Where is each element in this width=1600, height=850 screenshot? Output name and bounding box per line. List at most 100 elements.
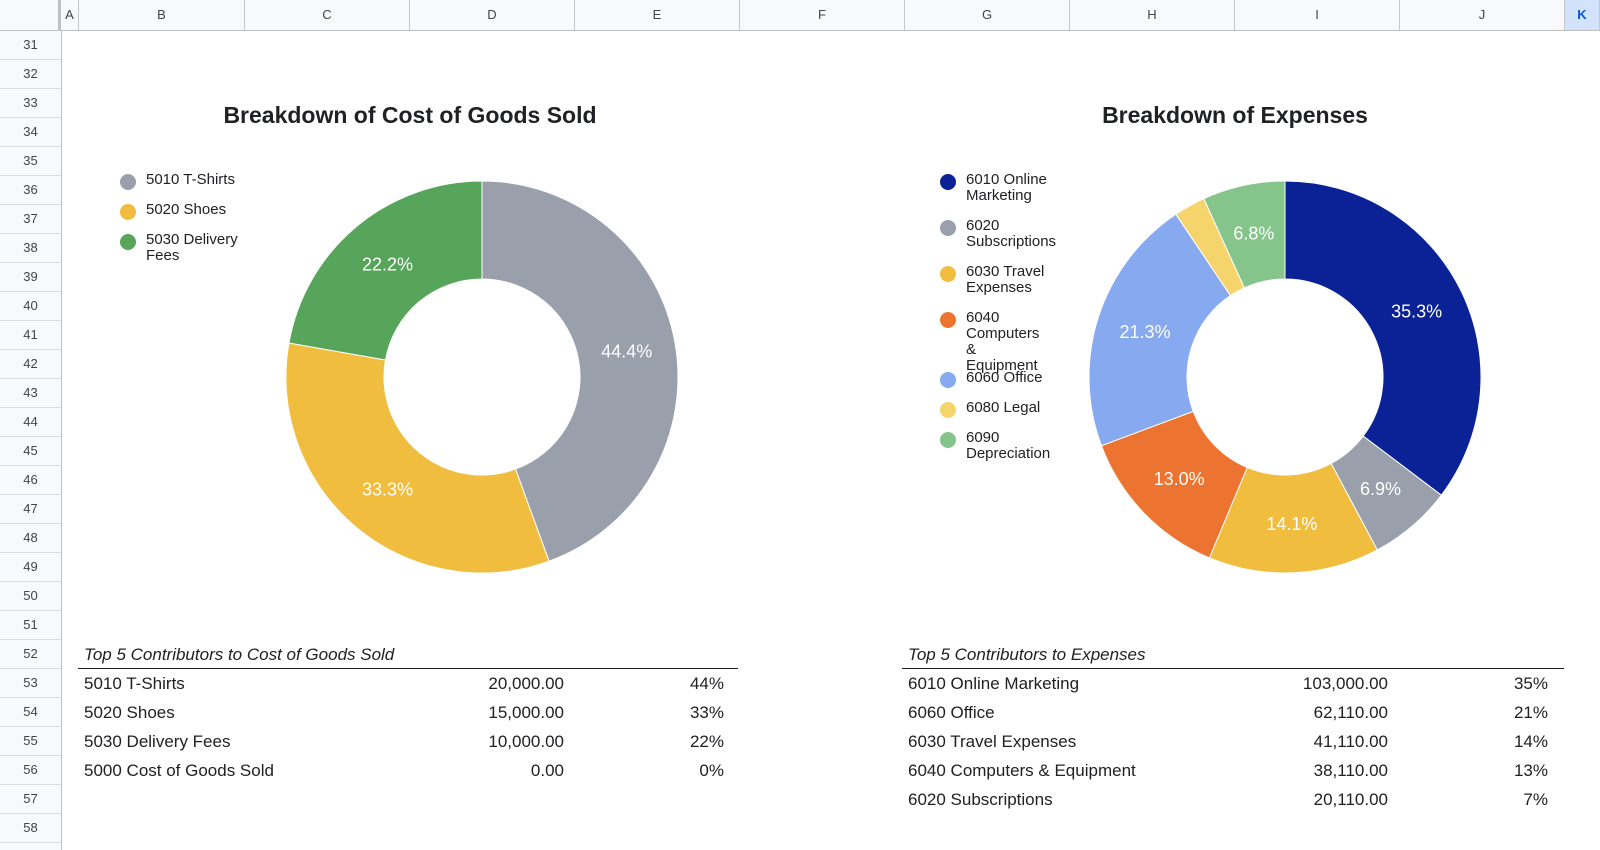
percent-cell[interactable]: 21% [1513,703,1548,722]
account-name-cell[interactable]: 6020 Subscriptions [908,790,1053,809]
legend-item[interactable]: 6090 Depreciation [940,430,1050,462]
percent-cell[interactable]: 22% [689,732,724,751]
legend-item[interactable]: 5010 T-Shirts [120,172,260,190]
row-header-34[interactable]: 34 [0,118,61,147]
cogs-donut-chart[interactable]: 44.4% 33.3% 22.2% [280,175,684,579]
legend-label: 5020 Shoes [146,201,227,218]
column-header-d[interactable]: D [410,0,575,30]
expenses-donut-chart[interactable]: 35.3% 6.9% 14.1% 13.0% 21.3% 6.8% [1083,175,1487,579]
amount-cell[interactable]: 103,000.00 [1302,674,1388,693]
account-name-cell[interactable]: 5030 Delivery Fees [84,732,231,751]
column-header-k[interactable]: K [1565,0,1600,30]
account-name-cell[interactable]: 5020 Shoes [84,703,175,722]
percent-cell[interactable]: 14% [1513,732,1548,751]
column-header-c[interactable]: C [245,0,410,30]
column-header-j[interactable]: J [1400,0,1565,30]
amount-cell[interactable]: 20,000.00 [488,674,564,693]
percent-cell[interactable]: 7% [1523,790,1548,809]
legend-item[interactable]: 6030 Travel Expenses [940,264,1050,296]
account-name-cell[interactable]: 6060 Office [908,703,995,722]
row-header-57[interactable]: 57 [0,785,61,814]
amount-cell[interactable]: 62,110.00 [1313,703,1388,722]
percent-cell[interactable]: 33% [689,703,724,722]
row-header-46[interactable]: 46 [0,466,61,495]
slice-data-label: 6.9% [1360,479,1401,499]
row-header-35[interactable]: 35 [0,147,61,176]
legend-item[interactable]: 5020 Shoes [120,202,260,220]
row-header-47[interactable]: 47 [0,495,61,524]
table-row[interactable]: 6060 Office 62,110.00 21% [908,699,1558,727]
table-row[interactable]: 5000 Cost of Goods Sold 0.00 0% [84,757,734,785]
account-name-cell[interactable]: 5000 Cost of Goods Sold [84,761,274,780]
percent-cell[interactable]: 44% [689,674,724,693]
legend-item[interactable]: 6010 Online Marketing [940,172,1050,204]
donut-slice[interactable] [481,180,679,562]
legend-item[interactable]: 6040 Computers & Equipment [940,310,1050,374]
donut-slice[interactable] [1088,213,1232,447]
legend-item[interactable]: 6080 Legal [940,400,1050,418]
percent-cell[interactable]: 13% [1513,761,1548,780]
row-header-48[interactable]: 48 [0,524,61,553]
row-header-42[interactable]: 42 [0,350,61,379]
table-row[interactable]: 6030 Travel Expenses 41,110.00 14% [908,728,1558,756]
row-header-33[interactable]: 33 [0,89,61,118]
column-header-f[interactable]: F [740,0,905,30]
cogs-chart-title[interactable]: Breakdown of Cost of Goods Sold [223,102,597,128]
row-header-31[interactable]: 31 [0,31,61,60]
donut-slice[interactable] [285,342,550,574]
row-header-45[interactable]: 45 [0,437,61,466]
row-header-58[interactable]: 58 [0,814,61,843]
row-header-50[interactable]: 50 [0,582,61,611]
account-name-cell[interactable]: 6010 Online Marketing [908,674,1080,693]
column-header-h[interactable]: H [1070,0,1235,30]
row-header-38[interactable]: 38 [0,234,61,263]
column-header-e[interactable]: E [575,0,740,30]
donut-slice[interactable] [1284,180,1482,496]
row-header-36[interactable]: 36 [0,176,61,205]
table-row[interactable]: 5010 T-Shirts 20,000.00 44% [84,670,734,698]
legend-item[interactable]: 6060 Office [940,370,1050,388]
amount-cell[interactable]: 41,110.00 [1313,732,1388,751]
row-header-51[interactable]: 51 [0,611,61,640]
expenses-table-caption[interactable]: Top 5 Contributors to Expenses [908,645,1146,664]
legend-item[interactable]: 6020 Subscriptions [940,218,1056,250]
column-header-b[interactable]: B [79,0,245,30]
table-row[interactable]: 5020 Shoes 15,000.00 33% [84,699,734,727]
row-header-41[interactable]: 41 [0,321,61,350]
donut-slice[interactable] [1203,180,1286,289]
amount-cell[interactable]: 38,110.00 [1313,761,1388,780]
row-header-49[interactable]: 49 [0,553,61,582]
amount-cell[interactable]: 15,000.00 [488,703,564,722]
account-name-cell[interactable]: 6040 Computers & Equipment [908,761,1136,780]
table-row[interactable]: 6040 Computers & Equipment 38,110.00 13% [908,757,1558,785]
donut-slice[interactable] [288,180,483,361]
table-row[interactable]: 6010 Online Marketing 103,000.00 35% [908,670,1558,698]
select-all-corner[interactable] [0,0,61,30]
account-name-cell[interactable]: 6030 Travel Expenses [908,732,1077,751]
row-header-53[interactable]: 53 [0,669,61,698]
account-name-cell[interactable]: 5010 T-Shirts [84,674,185,693]
column-header-i[interactable]: I [1235,0,1400,30]
row-header-55[interactable]: 55 [0,727,61,756]
percent-cell[interactable]: 0% [699,761,724,780]
column-header-a[interactable]: A [61,0,79,30]
row-header-52[interactable]: 52 [0,640,61,669]
cogs-table-caption[interactable]: Top 5 Contributors to Cost of Goods Sold [84,645,395,664]
row-header-54[interactable]: 54 [0,698,61,727]
amount-cell[interactable]: 10,000.00 [488,732,564,751]
expenses-chart-title[interactable]: Breakdown of Expenses [1102,102,1368,128]
amount-cell[interactable]: 0.00 [530,761,564,780]
row-header-56[interactable]: 56 [0,756,61,785]
column-header-g[interactable]: G [905,0,1070,30]
row-header-37[interactable]: 37 [0,205,61,234]
row-header-44[interactable]: 44 [0,408,61,437]
row-header-40[interactable]: 40 [0,292,61,321]
amount-cell[interactable]: 20,110.00 [1313,790,1388,809]
table-row[interactable]: 6020 Subscriptions 20,110.00 7% [908,786,1558,814]
percent-cell[interactable]: 35% [1513,674,1548,693]
table-row[interactable]: 5030 Delivery Fees 10,000.00 22% [84,728,734,756]
row-header-32[interactable]: 32 [0,60,61,89]
legend-item[interactable]: 5030 Delivery Fees [120,232,260,264]
row-header-43[interactable]: 43 [0,379,61,408]
row-header-39[interactable]: 39 [0,263,61,292]
